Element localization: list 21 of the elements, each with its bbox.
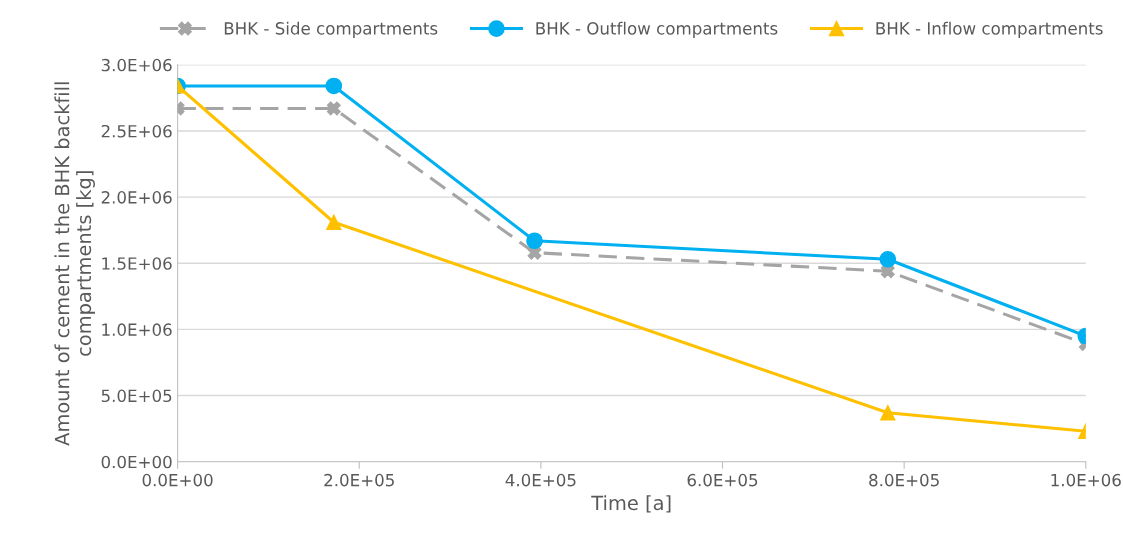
y-tick-label: 2.0E+06 [101,191,172,204]
x-tick-label: 8.0E+05 [869,473,939,487]
y-tick-label: 1.0E+06 [102,323,172,336]
point [526,232,543,250]
y-tick-label: 1.5E+06 [102,257,172,270]
point [326,101,341,116]
x-tick-label: 1.0E+06 [1051,473,1121,487]
x-axis-title: Time [a] [591,495,671,513]
y-axis-title: Amount of cement in the BHK backfill compartments [kg] [54,82,95,446]
point [325,77,343,95]
y-tick-label: 3.0E+06 [101,58,172,72]
y-tick-label: 0.0E+00 [101,455,172,469]
x-tick-label: 6.0E+05 [687,473,758,487]
legend-label: BHK - Side compartments [224,21,438,38]
y-tick-label: 2.5E+06 [101,124,172,138]
legend-label: BHK - Outflow compartments [536,21,778,38]
legend-label: BHK - Inflow compartments [876,21,1103,38]
x-tick-label: 0.0E+00 [142,473,213,487]
y-tick-label: 5.0E+05 [101,389,172,403]
x-tick-label: 2.0E+05 [324,473,394,487]
x-tick-label: 4.0E+05 [505,473,576,487]
